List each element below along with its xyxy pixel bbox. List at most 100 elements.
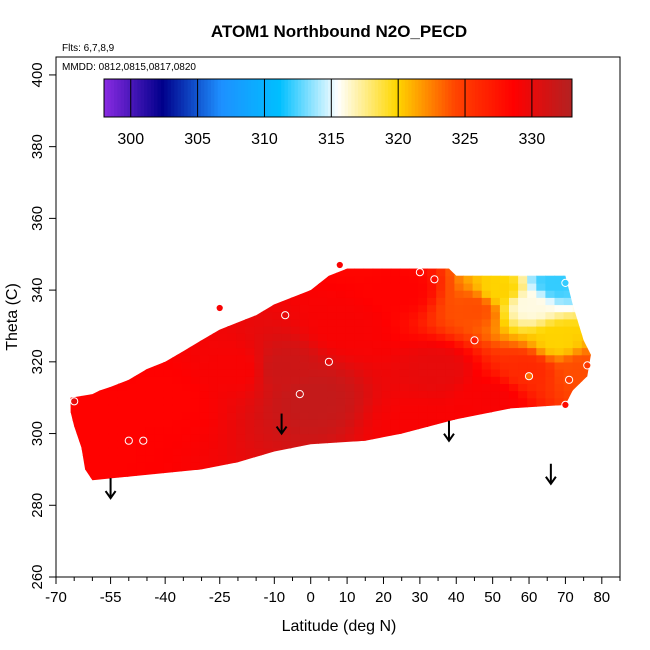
heatmap-cell [345, 484, 355, 492]
heatmap-cell [454, 347, 465, 356]
heatmap-cell [545, 311, 556, 320]
heatmap-cell [491, 254, 501, 262]
heatmap-cell [454, 326, 465, 334]
heatmap-cell [590, 404, 591, 413]
heatmap-cell [572, 404, 583, 413]
heatmap-cell [70, 476, 73, 481]
heatmap-cell [163, 390, 173, 399]
heatmap-cell [399, 333, 410, 341]
heatmap-cell [572, 397, 583, 406]
heatmap-cell [81, 447, 92, 456]
heatmap-cell [409, 254, 419, 262]
heatmap-cell [81, 354, 92, 363]
heatmap-cell [600, 376, 610, 384]
heatmap-cell [336, 469, 346, 478]
heatmap-cell [581, 275, 591, 284]
heatmap-cell [136, 447, 146, 456]
heatmap-cell [245, 440, 255, 449]
heatmap-cell [463, 354, 474, 363]
heatmap-cell [136, 426, 146, 435]
heatmap-cell [117, 469, 128, 478]
heatmap-cell [308, 476, 319, 481]
heatmap-cell [318, 447, 328, 456]
heatmap-cell [509, 376, 519, 384]
heatmap-cell [199, 447, 210, 456]
heatmap-cell [600, 391, 610, 399]
heatmap-cell [409, 340, 419, 349]
colorbar-segment [147, 79, 152, 117]
colorbar-segment [174, 79, 179, 117]
heatmap-cell [436, 462, 446, 470]
heatmap-cell [190, 318, 201, 327]
heatmap-cell [308, 412, 319, 420]
heatmap-cell [172, 433, 183, 442]
heatmap-cell [545, 347, 556, 356]
heatmap-cell [600, 333, 610, 341]
heatmap-cell [154, 419, 164, 427]
heatmap-cell [418, 326, 428, 334]
colorbar-segment [264, 79, 269, 117]
heatmap-cell [409, 376, 419, 384]
heatmap-cell [418, 484, 428, 492]
heatmap-cell [399, 304, 410, 313]
heatmap-cell [145, 412, 155, 420]
heatmap-cell [581, 347, 591, 356]
heatmap-cell [345, 275, 355, 284]
heatmap-cell [590, 268, 591, 270]
heatmap-cell [481, 440, 492, 449]
heatmap-cell [299, 433, 310, 442]
heatmap-cell [600, 261, 610, 269]
heatmap-cell [217, 275, 228, 284]
heatmap-cell [527, 484, 537, 492]
colorbar-segment [104, 79, 108, 117]
heatmap-cell [345, 397, 355, 406]
heatmap-cell [127, 297, 137, 306]
heatmap-cell [127, 290, 137, 298]
heatmap-cell [572, 326, 583, 334]
heatmap-cell [372, 383, 383, 392]
heatmap-cell [254, 268, 264, 270]
heatmap-cell [81, 311, 92, 320]
heatmap-cell [136, 390, 146, 399]
heatmap-cell [99, 318, 110, 327]
x-tick-label: -10 [263, 589, 285, 606]
heatmap-cell [236, 440, 246, 449]
heatmap-cell [70, 426, 73, 435]
heatmap-cell [345, 476, 355, 481]
heatmap-cell [554, 268, 565, 270]
heatmap-cell [263, 347, 274, 356]
heatmap-cell [291, 484, 301, 492]
heatmap-cell [263, 268, 274, 277]
heatmap-cell [399, 440, 410, 449]
heatmap-cell [327, 268, 337, 277]
heatmap-cell [254, 290, 264, 298]
heatmap-cell [591, 254, 601, 262]
heatmap-cell [190, 383, 201, 392]
heatmap-cell [409, 311, 419, 320]
heatmap-cell [354, 383, 365, 392]
heatmap-cell [281, 304, 292, 313]
heatmap-cell [163, 268, 173, 270]
heatmap-cell [191, 254, 201, 262]
heatmap-cell [454, 462, 465, 470]
heatmap-cell [70, 447, 73, 456]
heatmap-cell [463, 369, 474, 377]
heatmap-cell [254, 333, 264, 341]
heatmap-cell [363, 469, 374, 478]
heatmap-cell [245, 340, 255, 349]
heatmap-cell [290, 447, 301, 456]
colorbar-tick-label: 305 [184, 131, 211, 148]
heatmap-cell [136, 254, 146, 262]
heatmap-cell [536, 268, 546, 270]
heatmap-cell [227, 404, 237, 413]
heatmap-cell [290, 311, 301, 320]
heatmap-cell [554, 290, 565, 298]
heatmap-cell [554, 347, 565, 356]
heatmap-cell [217, 354, 228, 363]
heatmap-cell [381, 419, 392, 427]
heatmap-cell [409, 462, 419, 470]
colorbar-segment [541, 79, 546, 117]
heatmap-cell [281, 404, 292, 413]
heatmap-cell [199, 282, 210, 291]
heatmap-cell [554, 369, 565, 377]
